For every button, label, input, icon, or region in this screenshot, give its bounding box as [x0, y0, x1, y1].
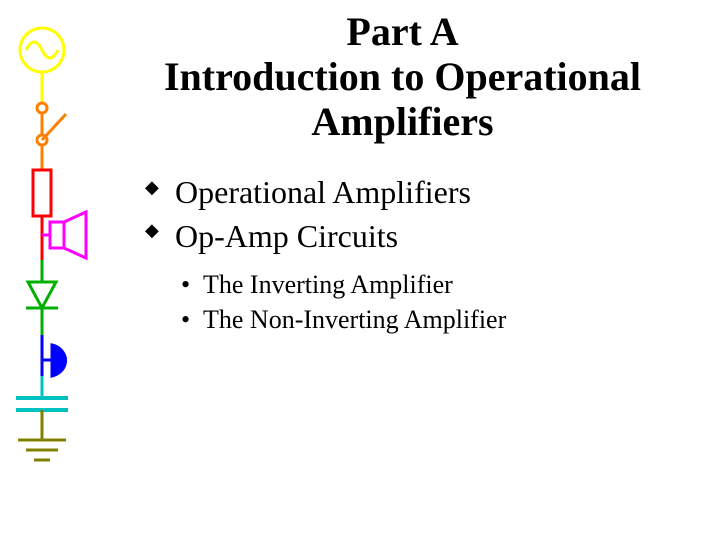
diamond-bullet-icon: ◆: [145, 176, 159, 199]
main-bullet-list: ◆ Operational Amplifiers ◆ Op-Amp Circui…: [125, 172, 680, 257]
sub-bullet-list: • The Inverting Amplifier • The Non-Inve…: [125, 268, 680, 338]
dot-bullet-icon: •: [181, 268, 190, 302]
title-line-1: Part A: [346, 9, 458, 54]
sidebar-schematic: [0, 0, 105, 540]
diode-triangle: [28, 282, 56, 308]
bullet-text: Operational Amplifiers: [175, 174, 471, 210]
diamond-bullet-icon: ◆: [145, 219, 159, 242]
speaker-body: [50, 222, 64, 248]
switch-arm: [42, 114, 66, 140]
sub-bullet-item: • The Inverting Amplifier: [181, 268, 680, 302]
schematic-svg: [0, 0, 105, 540]
sub-bullet-item: • The Non-Inverting Amplifier: [181, 303, 680, 337]
slide-title: Part A Introduction to Operational Ampli…: [125, 10, 680, 144]
title-line-3: Amplifiers: [311, 99, 493, 144]
resistor-icon: [33, 170, 51, 216]
title-line-2: Introduction to Operational: [164, 54, 641, 99]
dot-bullet-icon: •: [181, 303, 190, 337]
blue-element: [52, 345, 66, 376]
bullet-text: Op-Amp Circuits: [175, 218, 398, 254]
bullet-item: ◆ Operational Amplifiers: [145, 172, 680, 214]
bullet-item: ◆ Op-Amp Circuits: [145, 216, 680, 258]
switch-node-top: [37, 103, 47, 113]
sub-bullet-text: The Inverting Amplifier: [203, 270, 453, 299]
sub-bullet-text: The Non-Inverting Amplifier: [203, 305, 506, 334]
speaker-cone: [64, 212, 86, 258]
slide-content: Part A Introduction to Operational Ampli…: [105, 0, 720, 540]
